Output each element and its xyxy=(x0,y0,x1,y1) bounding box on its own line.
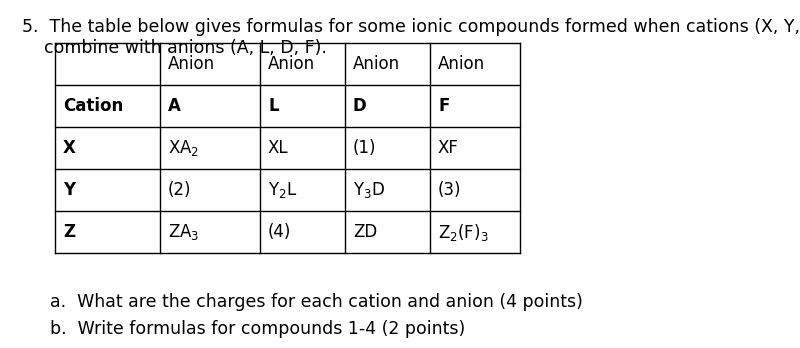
Text: ZA$_3$: ZA$_3$ xyxy=(168,222,199,242)
Text: A: A xyxy=(168,97,181,115)
Text: Anion: Anion xyxy=(353,55,400,73)
Text: Anion: Anion xyxy=(438,55,485,73)
Text: a.  What are the charges for each cation and anion (4 points): a. What are the charges for each cation … xyxy=(50,293,583,311)
Text: combine with anions (A, L, D, F).: combine with anions (A, L, D, F). xyxy=(22,39,327,57)
Text: Anion: Anion xyxy=(168,55,215,73)
Text: b.  Write formulas for compounds 1-4 (2 points): b. Write formulas for compounds 1-4 (2 p… xyxy=(50,320,466,338)
Text: Z$_2$(F)$_3$: Z$_2$(F)$_3$ xyxy=(438,221,489,243)
Text: Y$_2$L: Y$_2$L xyxy=(268,180,298,200)
Text: (1): (1) xyxy=(353,139,377,157)
Text: (2): (2) xyxy=(168,181,191,199)
Text: Y: Y xyxy=(63,181,75,199)
Text: Z: Z xyxy=(63,223,75,241)
Text: 5.  The table below gives formulas for some ionic compounds formed when cations : 5. The table below gives formulas for so… xyxy=(22,18,800,36)
Text: (4): (4) xyxy=(268,223,291,241)
Text: X: X xyxy=(63,139,76,157)
Text: XF: XF xyxy=(438,139,459,157)
Text: D: D xyxy=(353,97,366,115)
Text: Y$_3$D: Y$_3$D xyxy=(353,180,385,200)
Text: ZD: ZD xyxy=(353,223,378,241)
Text: Cation: Cation xyxy=(63,97,123,115)
Text: F: F xyxy=(438,97,450,115)
Text: (3): (3) xyxy=(438,181,462,199)
Text: XA$_2$: XA$_2$ xyxy=(168,138,199,158)
Text: L: L xyxy=(268,97,278,115)
Text: Anion: Anion xyxy=(268,55,315,73)
Text: XL: XL xyxy=(268,139,289,157)
